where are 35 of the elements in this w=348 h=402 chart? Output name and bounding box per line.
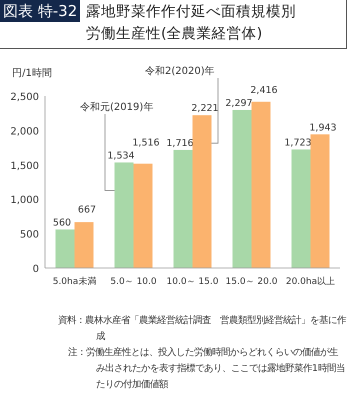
bar — [56, 229, 74, 268]
bar — [192, 115, 212, 268]
data-label: 1,716 — [166, 138, 194, 149]
bar — [174, 150, 192, 268]
y-tick-label: 2,000 — [10, 126, 39, 138]
bar — [292, 149, 310, 268]
bar — [252, 102, 270, 268]
x-tick-label: 10.0～ 15.0 — [166, 277, 219, 287]
y-axis-title: 円/1時間 — [12, 67, 52, 79]
text: 図表 特-32 — [0, 0, 80, 22]
y-tick-label: 1,000 — [10, 195, 39, 206]
y-tick-label: 1,500 — [10, 160, 39, 172]
y-tick-label: 500 — [20, 230, 39, 241]
data-label: 1,723 — [284, 137, 312, 148]
text: 資料：農林水産省「農業経営統計調査 営農類型別経営統計」を基に作成 — [58, 314, 346, 344]
data-label: 2,221 — [191, 103, 219, 114]
text: 注：労働生産性とは、投入した労働時間からどれくらいの価値が生み出されたかを表す指標であり、ここでは露地野菜作1時間当たりの付加価値額 — [68, 346, 346, 392]
chart-title: 露地野菜作作付延べ面積規模別労働生産性(全農業経営体) — [86, 3, 297, 44]
bar — [232, 110, 252, 268]
data-label: 667 — [78, 204, 96, 216]
bar — [134, 164, 152, 268]
y-tick-label: 2,500 — [10, 92, 39, 103]
x-tick-label: 5.0ha未満 — [52, 276, 96, 287]
x-tick-label: 15.0～ 20.0 — [226, 277, 278, 287]
y-tick-label: 0 — [32, 264, 39, 275]
data-label: 2,416 — [250, 84, 278, 96]
data-label: 560 — [52, 217, 72, 228]
data-label: 1,943 — [309, 122, 337, 134]
x-tick-label: 20.0ha以上 — [286, 276, 336, 287]
data-label: 1,516 — [132, 137, 160, 148]
bar — [74, 222, 94, 268]
x-tick-label: 5.0～ 10.0 — [110, 277, 157, 287]
bar — [114, 162, 134, 268]
bar — [310, 134, 330, 268]
data-label: 1,534 — [107, 150, 135, 162]
